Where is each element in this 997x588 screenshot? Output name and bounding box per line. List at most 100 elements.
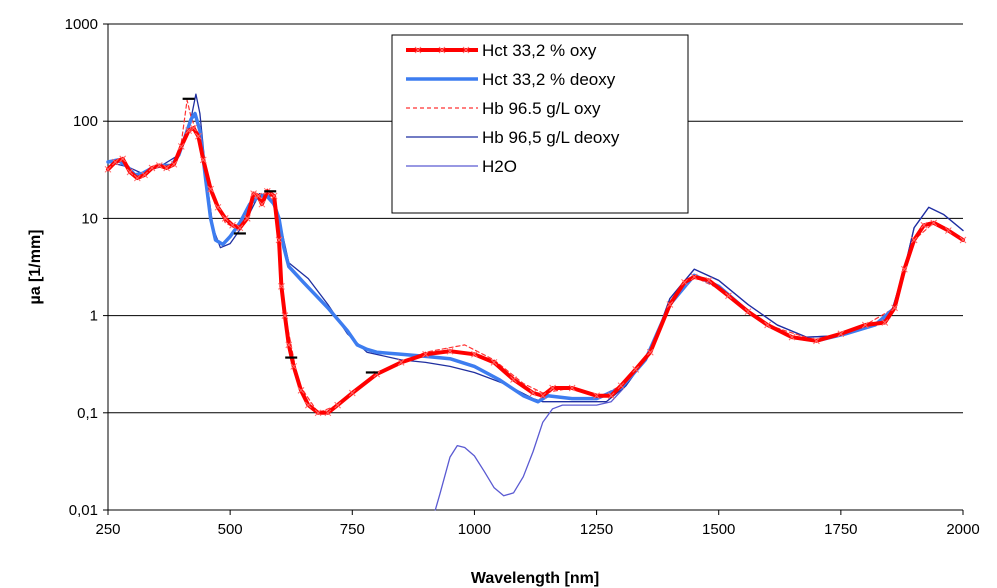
x-tick-label: 250 [95, 521, 120, 538]
series-marker [490, 359, 498, 366]
series-marker [258, 200, 266, 208]
series-marker [861, 321, 869, 329]
series-marker [119, 155, 127, 163]
y-tick-label: 1 [90, 308, 98, 325]
series-marker [214, 203, 222, 211]
y-tick-label: 0,1 [77, 405, 98, 422]
series-marker [944, 227, 952, 234]
x-tick-label: 1000 [458, 521, 491, 538]
series-marker [632, 365, 640, 373]
series-marker [788, 333, 796, 341]
series-marker [297, 387, 305, 394]
y-tick-label: 0,01 [69, 502, 98, 519]
series-marker [314, 409, 322, 417]
series-marker [221, 215, 229, 222]
series-marker [190, 124, 197, 132]
series-marker [255, 192, 262, 200]
y-tick-label: 100 [73, 113, 98, 130]
x-tick-label: 1250 [580, 521, 613, 538]
series-marker [185, 127, 192, 134]
series-marker [199, 156, 207, 164]
x-axis-title: Wavelength [nm] [471, 570, 599, 587]
series-marker [397, 359, 405, 366]
series-line-4 [434, 206, 964, 511]
series-marker [155, 162, 163, 169]
series-marker [163, 164, 170, 172]
legend-label-1: Hct 33,2 % deoxy [482, 70, 616, 89]
series-marker [837, 330, 845, 338]
series-marker [207, 185, 214, 193]
series-marker [148, 164, 156, 172]
legend-marker [414, 46, 422, 54]
series-marker [510, 376, 517, 383]
legend-box [391, 34, 689, 214]
x-tick-label: 750 [340, 521, 365, 538]
legend: Hct 33,2 % oxy Hct 33,2 % deoxy Hb 96.5 g/… [391, 34, 689, 214]
legend-label-0: Hct 33,2 % oxy [482, 41, 597, 60]
series-marker [126, 168, 134, 176]
series-marker [607, 392, 615, 400]
series-marker [250, 190, 257, 197]
series-marker [104, 165, 112, 173]
y-axis-title: µa [1/mm] [27, 229, 44, 304]
series-marker [881, 319, 889, 326]
y-tick-label: 1000 [65, 16, 98, 33]
legend-marker [462, 46, 470, 54]
series-marker [133, 174, 141, 182]
series-marker [549, 384, 556, 392]
series-marker [290, 363, 298, 370]
series-layer [104, 93, 967, 511]
y-axis-ticks: 0,01 0,1 1 10 100 1000 [65, 16, 108, 519]
legend-label-4: H2O [482, 157, 517, 176]
series-marker [593, 392, 600, 400]
series-marker [243, 215, 251, 222]
series-marker [681, 278, 688, 286]
x-axis-ticks: 250 500 750 1000 1250 1500 1750 2000 [95, 510, 980, 538]
series-marker [195, 132, 202, 140]
series-marker [891, 304, 898, 312]
series-marker [920, 221, 928, 229]
legend-items: Hct 33,2 % oxy Hct 33,2 % deoxy Hb 96.5 g/… [406, 41, 620, 176]
grid-lines [108, 23, 963, 414]
series-marker [930, 219, 938, 227]
series-marker [348, 389, 356, 397]
series-marker [275, 236, 283, 244]
series-marker [725, 292, 732, 300]
series-marker [901, 265, 908, 273]
legend-label-3: Hb 96,5 g/L deoxy [482, 128, 620, 147]
series-marker [304, 401, 312, 409]
x-tick-label: 1500 [702, 521, 735, 538]
legend-marker [438, 46, 446, 54]
series-marker [236, 224, 244, 232]
series-marker [278, 282, 285, 290]
series-marker [281, 312, 289, 319]
series-marker [422, 350, 429, 358]
x-tick-label: 500 [218, 521, 243, 538]
series-marker [744, 308, 752, 315]
x-tick-label: 2000 [946, 521, 979, 538]
series-marker [170, 160, 178, 168]
series-marker [270, 192, 278, 200]
series-marker [471, 350, 478, 358]
series-marker [529, 389, 537, 397]
annotation-layer [182, 97, 378, 374]
series-marker [324, 409, 332, 417]
series-marker [539, 392, 547, 400]
series-marker [910, 236, 918, 244]
series-marker [959, 236, 967, 244]
series-marker [690, 273, 698, 281]
legend-label-2: Hb 96.5 g/L oxy [482, 99, 601, 118]
series-marker [617, 382, 625, 390]
series-marker [813, 337, 820, 345]
series-marker [705, 277, 713, 284]
series-marker [646, 348, 654, 356]
series-marker [568, 384, 576, 392]
series-marker [111, 158, 119, 166]
y-tick-label: 10 [81, 210, 98, 227]
x-tick-label: 1750 [824, 521, 857, 538]
series-marker [764, 321, 771, 329]
series-marker [177, 143, 185, 150]
series-marker [141, 171, 148, 179]
series-marker [446, 347, 454, 355]
